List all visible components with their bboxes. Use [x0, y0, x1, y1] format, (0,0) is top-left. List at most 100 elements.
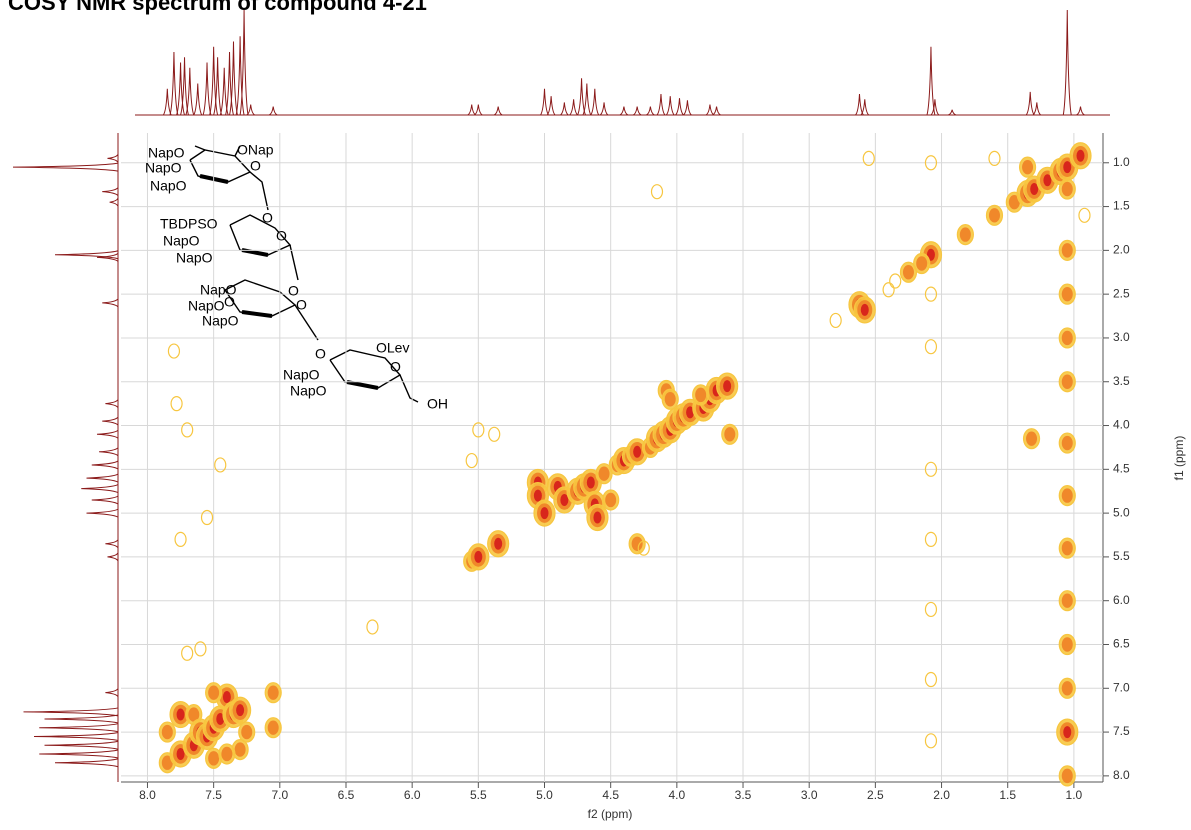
structure-label: TBDPSO	[160, 216, 218, 232]
cross-peak-core	[902, 265, 914, 280]
f2-projection-peak	[235, 36, 245, 116]
structure-label: NapO	[148, 145, 185, 161]
f2-projection-peak	[683, 100, 692, 116]
x-tick-label: 2.0	[933, 788, 950, 802]
f1-projection-peak	[44, 740, 119, 750]
cross-peak-max	[1043, 174, 1052, 187]
cross-peak	[882, 282, 895, 298]
f2-projection-peak	[268, 106, 278, 116]
f2-projection-peak	[185, 67, 195, 116]
f2-projection-peak	[855, 93, 864, 116]
cross-peak-max	[860, 303, 869, 316]
x-tick-label: 2.5	[867, 788, 884, 802]
f2-projection-peak	[577, 78, 587, 116]
cross-peak-core	[221, 746, 233, 762]
f2-projection-peak	[169, 51, 179, 116]
x-tick-label: 5.0	[536, 788, 553, 802]
cross-peak-max	[1063, 726, 1072, 739]
x-tick-label: 8.0	[139, 788, 156, 802]
cross-peak	[170, 396, 183, 412]
cross-peak-max	[560, 493, 569, 506]
f2-projection-peak	[193, 83, 203, 116]
x-tick-label: 6.0	[404, 788, 421, 802]
x-tick-label: 4.5	[602, 788, 619, 802]
f1-projection-peak	[96, 252, 119, 262]
cross-peak-core	[267, 720, 279, 735]
cross-peak-core	[161, 724, 173, 740]
y-axis-title: f1 (ppm)	[1172, 436, 1186, 481]
y-tick-label: 2.5	[1113, 286, 1130, 300]
structure-label: O	[288, 283, 299, 299]
cross-peak-core	[188, 707, 200, 722]
y-tick-label: 1.5	[1113, 199, 1130, 213]
f2-projection-peak	[619, 106, 629, 116]
y-tick-label: 4.5	[1113, 461, 1130, 475]
f2-projection-peak	[712, 106, 721, 116]
cross-peak-max	[633, 445, 642, 458]
f1-projection-peak	[12, 162, 119, 172]
f2-projection-peak	[180, 57, 190, 116]
cross-peak-core	[234, 742, 246, 757]
cross-peak	[650, 184, 664, 200]
structure-label: OH	[427, 396, 448, 412]
cross-peak	[194, 641, 207, 657]
cross-peak-max	[222, 691, 231, 704]
f1-projection-peak	[107, 154, 119, 163]
structure-label: NapO	[290, 383, 327, 399]
f2-projection-peak	[162, 88, 172, 116]
structure-label: NapO	[150, 178, 187, 194]
cross-peak-core	[1061, 637, 1073, 652]
cross-peak-core	[208, 685, 220, 700]
f2-projection-peak	[209, 46, 219, 116]
cross-peak-max	[176, 708, 185, 721]
cross-peak-core	[1008, 194, 1020, 210]
x-tick-label: 1.5	[999, 788, 1016, 802]
cross-peak-core	[1061, 540, 1073, 556]
cross-peak-max	[176, 747, 185, 760]
f1-projection-peak	[105, 399, 119, 408]
cross-peak-core	[1061, 681, 1073, 696]
y-tick-label: 7.5	[1113, 724, 1130, 738]
cross-peak-core	[959, 227, 971, 242]
structure-label: NapO	[202, 313, 239, 329]
cross-peak-core	[1061, 374, 1073, 389]
f2-projection-peak	[246, 104, 255, 116]
y-tick-label: 1.0	[1113, 155, 1130, 169]
x-tick-label: 6.5	[338, 788, 355, 802]
f1-projection-peak	[39, 723, 119, 733]
f2-projection-peak	[467, 104, 476, 116]
f2-projection-peak	[947, 109, 957, 116]
f2-projection-peak	[926, 46, 936, 116]
f1-projection-peak	[109, 197, 119, 207]
f1-projection-peak	[81, 484, 119, 494]
cross-peak-core	[241, 724, 253, 740]
x-tick-label: 3.0	[801, 788, 818, 802]
y-tick-label: 6.0	[1113, 593, 1130, 607]
cross-peak	[465, 452, 478, 469]
structure-label: O	[250, 158, 261, 174]
f1-projection-peak	[44, 714, 119, 724]
cross-peak-max	[1030, 183, 1039, 196]
cross-peak	[924, 531, 938, 547]
y-tick-label: 8.0	[1113, 768, 1130, 782]
cross-peak	[924, 155, 938, 171]
cross-peak-max	[216, 712, 225, 725]
cross-peak-max	[1076, 149, 1085, 162]
structure-label: ONap	[237, 142, 274, 158]
x-tick-label: 4.0	[669, 788, 686, 802]
cross-peak-core	[605, 492, 617, 508]
cross-peak-max	[926, 248, 935, 261]
structure	[189, 145, 419, 403]
y-tick-label: 3.5	[1113, 374, 1130, 388]
f2-projection-peak	[569, 99, 578, 116]
cross-peak-core	[1061, 286, 1073, 302]
cross-peak	[829, 312, 842, 329]
cross-peak-max	[586, 476, 595, 489]
cross-peak-core	[161, 755, 173, 770]
f2-projection-peak	[646, 106, 655, 116]
y-tick-label: 5.5	[1113, 549, 1130, 563]
cross-peak-core	[1061, 435, 1073, 451]
cross-peak	[1078, 207, 1091, 223]
cross-peak-max	[474, 550, 483, 563]
f2-projection-peak	[202, 62, 212, 116]
